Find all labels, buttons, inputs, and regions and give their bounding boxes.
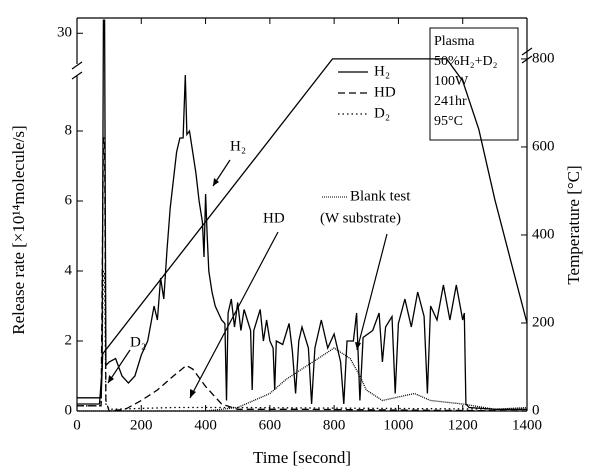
- conditions-box: [429, 27, 519, 141]
- arrowhead: [213, 178, 219, 186]
- x-tick-label: 200: [130, 417, 153, 433]
- x-tick-label: 600: [259, 417, 282, 433]
- arrowhead: [190, 389, 196, 398]
- axis-break: [521, 55, 533, 64]
- x-tick-label: 1000: [383, 417, 413, 433]
- y2-axis-label: Temperature [°C]: [564, 165, 583, 284]
- legend-label: H₂: [374, 63, 390, 79]
- y2-tick-label: 800: [532, 50, 555, 66]
- annotation: H₂: [230, 138, 246, 154]
- series-line: [77, 19, 527, 410]
- annotation: (W substrate): [320, 210, 401, 226]
- arrow: [189, 231, 279, 399]
- y-tick-label: 4: [65, 262, 73, 278]
- y-tick-label: 6: [65, 192, 73, 208]
- legend-label: D₂: [374, 105, 390, 121]
- y-tick-label: 0: [65, 402, 73, 418]
- x-tick-label: 800: [323, 417, 346, 433]
- series-line: [77, 270, 528, 410]
- y2-tick-label: 600: [532, 138, 555, 154]
- y2-tick-label: 400: [532, 226, 555, 242]
- x-tick-label: 400: [194, 417, 217, 433]
- x-tick-label: 1400: [512, 417, 542, 433]
- x-tick-label: 1200: [448, 417, 478, 433]
- axis-break: [521, 47, 533, 56]
- condition-text: 100W: [434, 74, 469, 89]
- y-tick-label: 8: [65, 122, 73, 138]
- condition-text: 50%H₂+D₂: [434, 54, 498, 69]
- y-axis-label: Release rate [×10¹⁴molecule/s]: [9, 125, 28, 334]
- annotation: HD: [263, 210, 285, 226]
- y-tick-label: 2: [65, 332, 73, 348]
- condition-text: 241hr: [434, 94, 467, 109]
- condition-text: Plasma: [434, 34, 475, 49]
- blank-test-line: [77, 347, 528, 412]
- legend-label: HD: [374, 84, 396, 100]
- arrow: [356, 233, 388, 351]
- condition-text: 95°C: [434, 114, 463, 129]
- y2-tick-label: 0: [532, 402, 540, 418]
- x-tick-label: 0: [73, 417, 81, 433]
- temperature-line: [77, 58, 528, 399]
- x-axis-label: Time [second]: [253, 448, 351, 467]
- y2-tick-label: 200: [532, 314, 555, 330]
- axis-break: [71, 61, 83, 70]
- annotation: D₂: [130, 334, 146, 350]
- axis-break: [71, 71, 83, 80]
- y-tick-label: 30: [57, 25, 72, 41]
- series-line: [77, 137, 528, 412]
- annotation: Blank test: [350, 188, 411, 204]
- arrowhead: [108, 375, 114, 383]
